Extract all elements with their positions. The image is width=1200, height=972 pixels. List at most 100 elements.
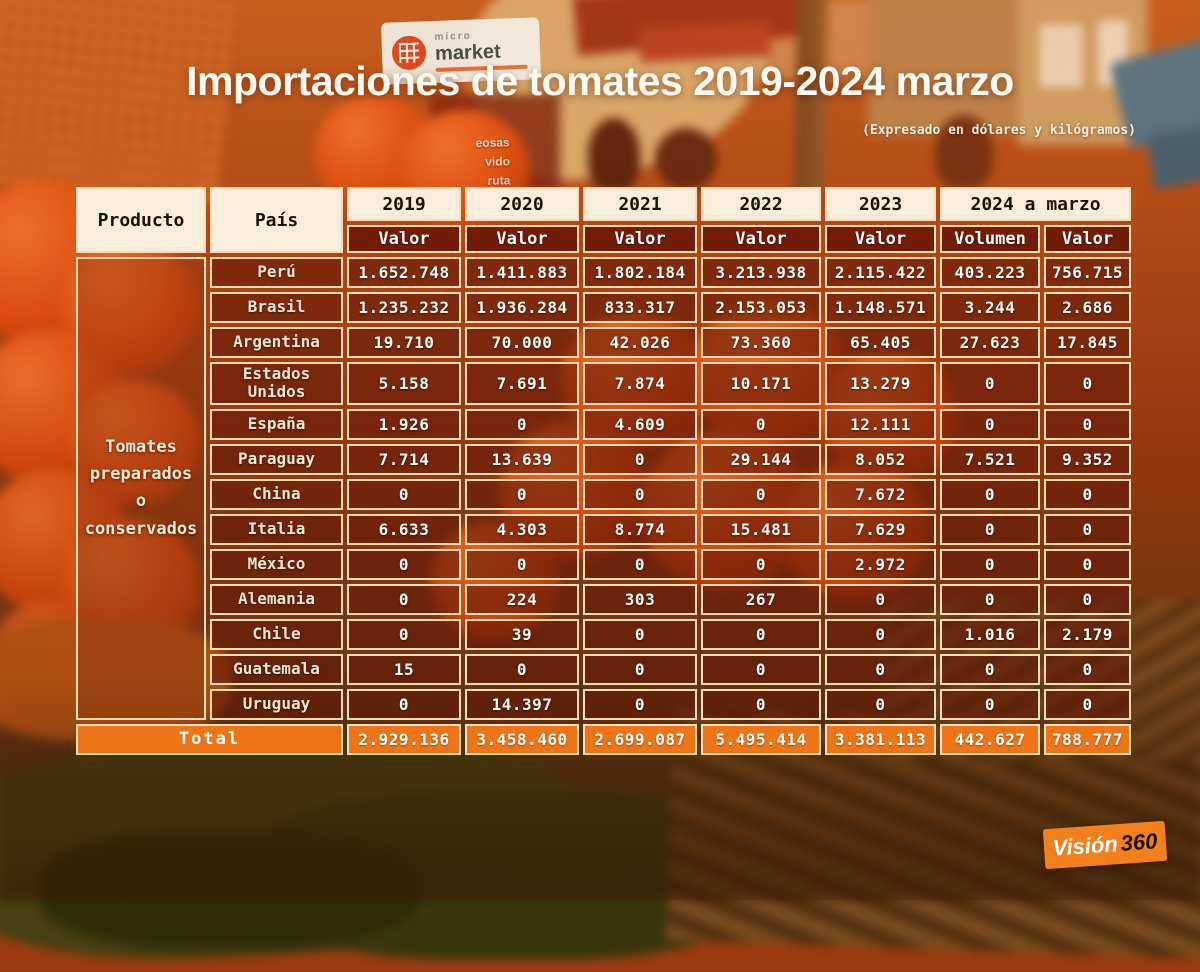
page-subtitle: (Expresado en dólares y kilógramos) bbox=[862, 123, 1136, 138]
header-year: 2020 bbox=[465, 187, 579, 221]
table-row: México 0 0 0 0 2.972 0 0 bbox=[76, 548, 1132, 580]
value-cell: 0 bbox=[1044, 478, 1132, 510]
total-value-cell: 442.627 bbox=[940, 723, 1040, 755]
table-row: Brasil 1.235.232 1.936.284 833.317 2.153.053… bbox=[76, 292, 1132, 323]
header-row-measures: Valor Valor Valor Valor Valor Volumen Valor bbox=[76, 225, 1132, 253]
value-cell: 0 bbox=[347, 548, 461, 580]
table-row: Uruguay 0 14.397 0 0 0 0 0 bbox=[76, 688, 1132, 720]
value-cell: 0 bbox=[583, 478, 697, 510]
value-cell: 0 bbox=[465, 478, 579, 510]
menu-fragment: vido bbox=[485, 154, 511, 169]
header-measure: Valor bbox=[1044, 225, 1132, 253]
value-cell: 0 bbox=[940, 513, 1040, 545]
value-cell: 1.235.232 bbox=[347, 292, 461, 323]
header-measure: Valor bbox=[583, 225, 697, 253]
value-cell: 833.317 bbox=[583, 292, 697, 323]
value-cell: 4.609 bbox=[583, 408, 697, 440]
value-cell: 0 bbox=[583, 653, 697, 685]
table-row: Italia 6.633 4.303 8.774 15.481 7.629 0 0 bbox=[76, 513, 1132, 545]
total-label: Total bbox=[76, 723, 343, 755]
value-cell: 0 bbox=[583, 618, 697, 650]
value-cell: 0 bbox=[825, 688, 936, 720]
value-cell: 6.633 bbox=[347, 513, 461, 545]
value-cell: 0 bbox=[1044, 362, 1132, 405]
header-year: 2021 bbox=[583, 187, 697, 221]
person-silhouette bbox=[588, 118, 640, 192]
table-row: España 1.926 0 4.609 0 12.111 0 0 bbox=[76, 408, 1132, 440]
total-value-cell: 2.699.087 bbox=[583, 723, 697, 755]
country-cell: España bbox=[210, 408, 343, 440]
value-cell: 0 bbox=[940, 653, 1040, 685]
value-cell: 2.153.053 bbox=[701, 292, 821, 323]
country-cell: Brasil bbox=[210, 292, 343, 323]
value-cell: 2.115.422 bbox=[825, 257, 936, 288]
value-cell: 12.111 bbox=[825, 408, 936, 440]
value-cell: 9.352 bbox=[1044, 443, 1132, 475]
value-cell: 39 bbox=[465, 618, 579, 650]
table-row: Estados Unidos 5.158 7.691 7.874 10.171 13.27… bbox=[76, 362, 1132, 405]
value-cell: 0 bbox=[1044, 408, 1132, 440]
country-cell: Alemania bbox=[210, 583, 343, 615]
value-cell: 0 bbox=[701, 478, 821, 510]
country-cell: Estados Unidos bbox=[210, 362, 343, 405]
country-cell: Guatemala bbox=[210, 653, 343, 685]
value-cell: 0 bbox=[347, 583, 461, 615]
country-cell: Italia bbox=[210, 513, 343, 545]
value-cell: 2.972 bbox=[825, 548, 936, 580]
value-cell: 8.774 bbox=[583, 513, 697, 545]
value-cell: 0 bbox=[701, 653, 821, 685]
value-cell: 3.244 bbox=[940, 292, 1040, 323]
value-cell: 15.481 bbox=[701, 513, 821, 545]
value-cell: 5.158 bbox=[347, 362, 461, 405]
value-cell: 0 bbox=[701, 408, 821, 440]
table-row: Alemania 0 224 303 267 0 0 0 bbox=[76, 583, 1132, 615]
value-cell: 27.623 bbox=[940, 327, 1040, 358]
window bbox=[1040, 25, 1082, 87]
table-row: Chile 0 39 0 0 0 1.016 2.179 bbox=[76, 618, 1132, 650]
value-cell: 13.639 bbox=[465, 443, 579, 475]
logo-number: 360 bbox=[1119, 828, 1159, 856]
header-year: 2023 bbox=[825, 187, 936, 221]
value-cell: 7.629 bbox=[825, 513, 936, 545]
value-cell: 65.405 bbox=[825, 327, 936, 358]
person-silhouette bbox=[935, 115, 993, 189]
value-cell: 0 bbox=[583, 443, 697, 475]
table-body: Tomates preparados o conservados Perú 1.65… bbox=[76, 257, 1132, 755]
value-cell: 2.686 bbox=[1044, 292, 1132, 323]
header-measure: Valor bbox=[701, 225, 821, 253]
value-cell: 1.148.571 bbox=[825, 292, 936, 323]
value-cell: 1.411.883 bbox=[465, 257, 579, 288]
value-cell: 1.802.184 bbox=[583, 257, 697, 288]
header-measure: Volumen bbox=[940, 225, 1040, 253]
header-pais: País bbox=[210, 187, 343, 253]
value-cell: 0 bbox=[465, 653, 579, 685]
value-cell: 0 bbox=[701, 688, 821, 720]
value-cell: 17.845 bbox=[1044, 327, 1132, 358]
value-cell: 14.397 bbox=[465, 688, 579, 720]
table-row: Guatemala 15 0 0 0 0 0 0 bbox=[76, 653, 1132, 685]
header-year: 2024 a marzo bbox=[940, 187, 1132, 221]
country-cell: Perú bbox=[210, 257, 343, 288]
total-value-cell: 3.458.460 bbox=[465, 723, 579, 755]
value-cell: 0 bbox=[347, 688, 461, 720]
value-cell: 0 bbox=[940, 583, 1040, 615]
country-cell: Argentina bbox=[210, 327, 343, 358]
value-cell: 0 bbox=[825, 653, 936, 685]
value-cell: 0 bbox=[701, 548, 821, 580]
value-cell: 403.223 bbox=[940, 257, 1040, 288]
value-cell: 0 bbox=[825, 618, 936, 650]
value-cell: 8.052 bbox=[825, 443, 936, 475]
value-cell: 756.715 bbox=[1044, 257, 1132, 288]
value-cell: 3.213.938 bbox=[701, 257, 821, 288]
country-cell: China bbox=[210, 478, 343, 510]
value-cell: 0 bbox=[465, 548, 579, 580]
header-measure: Valor bbox=[825, 225, 936, 253]
value-cell: 0 bbox=[1044, 583, 1132, 615]
value-cell: 29.144 bbox=[701, 443, 821, 475]
value-cell: 19.710 bbox=[347, 327, 461, 358]
value-cell: 0 bbox=[940, 688, 1040, 720]
value-cell: 0 bbox=[1044, 688, 1132, 720]
value-cell: 0 bbox=[583, 548, 697, 580]
table-row: Paraguay 7.714 13.639 0 29.144 8.052 7.521 9.35… bbox=[76, 443, 1132, 475]
value-cell: 0 bbox=[347, 478, 461, 510]
